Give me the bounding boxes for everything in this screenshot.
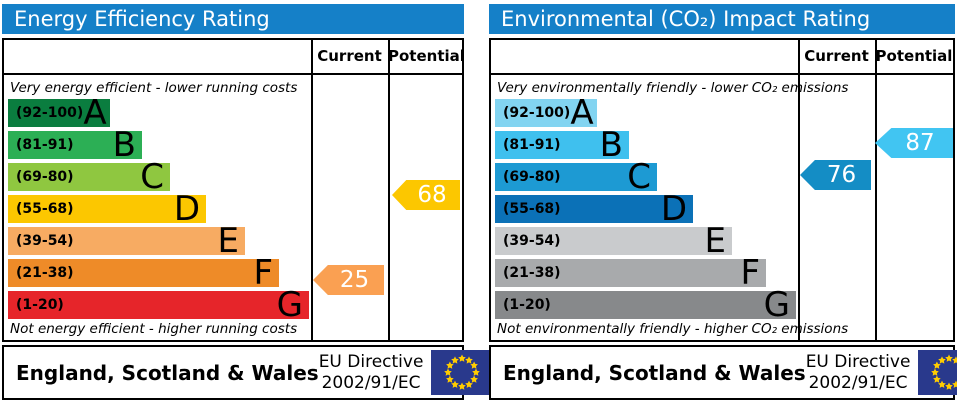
band-range: (81-91): [503, 137, 561, 153]
current-rating-arrow: 25: [313, 265, 384, 295]
energy-efficiency-chart: Energy Efficiency Rating Current Potenti…: [2, 4, 494, 400]
band-range: (92-100): [503, 105, 571, 121]
band-range: (55-68): [503, 201, 561, 217]
band-letter: A: [83, 93, 107, 133]
environmental-chart-title: Environmental (CO₂) Impact Rating: [489, 4, 955, 34]
band-range: (21-38): [503, 265, 561, 281]
top-caption: Very energy efficient - lower running co…: [10, 80, 298, 96]
band-letter: E: [217, 221, 239, 261]
band-letter: A: [570, 93, 594, 133]
energy-chart-title: Energy Efficiency Rating: [2, 4, 464, 34]
band-letter: E: [704, 221, 726, 261]
band-range: (81-91): [16, 137, 74, 153]
band-A: (92-100) A: [495, 93, 597, 133]
footer-bar: England, Scotland & Wales EU Directive 2…: [489, 345, 957, 400]
bottom-caption: Not energy efficient - higher running co…: [10, 321, 298, 337]
band-letter: C: [627, 157, 651, 197]
band-G: (1-20) G: [8, 285, 309, 325]
band-letter: F: [740, 253, 760, 293]
band-letter: B: [599, 125, 623, 165]
band-range: (92-100): [16, 105, 84, 121]
band-E: (39-54) E: [8, 221, 245, 261]
band-range: (21-38): [16, 265, 74, 281]
current-rating-arrow: 76: [800, 160, 871, 190]
band-letter: G: [276, 285, 303, 325]
band-range: (69-80): [503, 169, 561, 185]
band-letter: F: [253, 253, 273, 293]
eu-directive-label: EU Directive 2002/91/EC: [319, 352, 432, 392]
band-range: (39-54): [16, 233, 74, 249]
potential-rating-arrow: 87: [875, 128, 953, 158]
footer-bar: England, Scotland & Wales EU Directive 2…: [2, 345, 494, 400]
band-G: (1-20) G: [495, 285, 796, 325]
potential-column-header: Potential: [875, 47, 953, 65]
eu-flag-icon: [918, 350, 957, 395]
band-letter: C: [140, 157, 164, 197]
band-B: (81-91) B: [8, 125, 142, 165]
eu-directive-line2: 2002/91/EC: [321, 372, 421, 393]
potential-column-header: Potential: [388, 47, 465, 65]
band-letter: D: [173, 189, 200, 229]
eu-directive-line1: EU Directive: [805, 352, 911, 373]
bottom-caption: Not environmentally friendly - higher CO…: [497, 321, 849, 337]
eu-flag-icon: [431, 350, 494, 395]
column-divider: [875, 38, 877, 342]
column-divider: [798, 38, 800, 342]
region-label: England, Scotland & Wales: [503, 360, 806, 385]
column-divider: [388, 38, 390, 342]
band-C: (69-80) C: [495, 157, 657, 197]
environmental-impact-chart: Environmental (CO₂) Impact Rating Curren…: [489, 4, 957, 400]
column-divider: [311, 38, 313, 342]
eu-directive-label: EU Directive 2002/91/EC: [806, 352, 919, 392]
band-range: (69-80): [16, 169, 74, 185]
current-column-header: Current: [317, 47, 382, 65]
band-range: (1-20): [16, 297, 64, 313]
band-F: (21-38) F: [8, 253, 279, 293]
band-C: (69-80) C: [8, 157, 170, 197]
region-label: England, Scotland & Wales: [16, 360, 319, 385]
band-letter: B: [112, 125, 136, 165]
eu-directive-line2: 2002/91/EC: [808, 372, 908, 393]
top-caption: Very environmentally friendly - lower CO…: [497, 80, 849, 96]
band-F: (21-38) F: [495, 253, 766, 293]
band-range: (1-20): [503, 297, 551, 313]
band-letter: G: [763, 285, 790, 325]
band-D: (55-68) D: [8, 189, 206, 229]
band-range: (39-54): [503, 233, 561, 249]
band-A: (92-100) A: [8, 93, 110, 133]
band-range: (55-68): [16, 201, 74, 217]
band-letter: D: [660, 189, 687, 229]
header-underline: [489, 73, 955, 75]
eu-directive-line1: EU Directive: [318, 352, 424, 373]
potential-rating-arrow: 68: [392, 180, 460, 210]
current-column-header: Current: [804, 47, 869, 65]
band-D: (55-68) D: [495, 189, 693, 229]
band-B: (81-91) B: [495, 125, 629, 165]
band-E: (39-54) E: [495, 221, 732, 261]
header-underline: [2, 73, 464, 75]
